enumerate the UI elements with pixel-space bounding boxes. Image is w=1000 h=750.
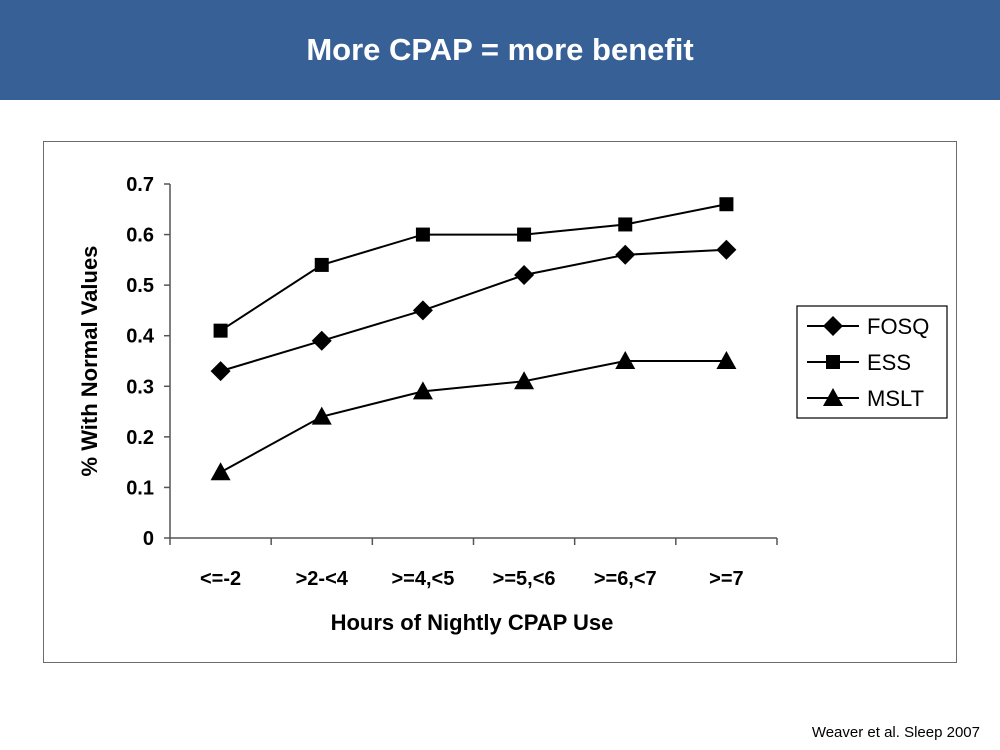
x-tick-label: >=5,<6 <box>493 568 556 590</box>
fosq-data-point <box>514 265 535 286</box>
y-tick-label: 0.2 <box>126 427 154 449</box>
legend-ess-marker <box>826 355 840 369</box>
fosq-data-point <box>412 300 433 321</box>
y-tick-label: 0 <box>143 528 154 550</box>
y-axis-label: % With Normal Values <box>77 246 102 477</box>
mslt-data-point <box>412 381 433 400</box>
fosq-data-point <box>716 239 737 260</box>
y-tick-label: 0.6 <box>126 225 154 247</box>
ess-series-line <box>220 203 727 332</box>
citation: Weaver et al. Sleep 2007 <box>811 724 980 741</box>
y-tick-label: 0.3 <box>126 376 154 398</box>
y-tick-label: 0.1 <box>126 477 154 499</box>
x-tick-label: >2-<4 <box>296 568 349 590</box>
legend-mslt-label: MSLT <box>867 386 924 411</box>
x-tick-label: >=6,<7 <box>594 568 657 590</box>
mslt-data-point <box>210 462 231 481</box>
mslt-data-point <box>311 406 332 425</box>
ess-data-point <box>213 323 228 338</box>
legend-fosq-marker <box>823 316 843 336</box>
mslt-series-line <box>220 360 727 474</box>
x-tick-label: >=4,<5 <box>391 568 454 590</box>
x-tick-label: <=-2 <box>200 568 241 590</box>
ess-data-point <box>618 217 633 232</box>
x-axis-label: Hours of Nightly CPAP Use <box>331 610 614 635</box>
chart-frame <box>43 141 957 663</box>
mslt-data-point <box>716 351 737 369</box>
fosq-data-point <box>311 330 332 351</box>
legend-ess-label: ESS <box>867 350 911 375</box>
fosq-data-point <box>210 361 231 382</box>
ess-data-point <box>314 257 329 272</box>
chart-axes: 0 0.1 0.2 0.3 0.4 0.5 0.6 0.7 <=-2 >2-<4 >=4,<5 >=5… <box>126 174 778 590</box>
y-tick-label: 0.7 <box>126 174 154 196</box>
y-tick-label: 0.5 <box>126 275 154 297</box>
ess-data-point <box>415 227 430 242</box>
chart-legend: FOSQ ESS MSLT <box>796 305 948 419</box>
ess-data-point <box>517 227 532 242</box>
legend-mslt-marker <box>823 388 843 406</box>
fosq-data-point <box>615 244 636 265</box>
title-banner: More CPAP = more benefit <box>0 0 1000 100</box>
y-tick-label: 0.4 <box>126 326 155 348</box>
ess-data-point <box>719 197 734 212</box>
fosq-series-line <box>220 248 727 373</box>
mslt-data-point <box>615 351 636 369</box>
series-layer <box>210 197 737 481</box>
legend-fosq-label: FOSQ <box>867 314 929 339</box>
mslt-data-point <box>514 371 535 390</box>
x-tick-label: >=7 <box>709 568 743 590</box>
slide-title: More CPAP = more benefit <box>306 32 694 67</box>
